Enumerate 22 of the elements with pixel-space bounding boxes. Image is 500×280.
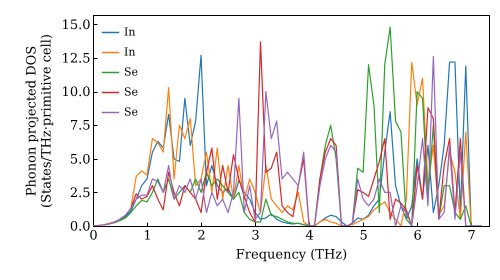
y-axis-title: Phonon projected DOS (States/THz·primitive cell) — [24, 34, 55, 208]
x-tick-label: 1 — [143, 228, 152, 244]
y-tick-label: 2.5 — [70, 186, 90, 201]
y-tick-label: 0.0 — [70, 220, 90, 234]
y-tick-label: 15.0 — [62, 18, 90, 33]
x-axis-title: Frequency (THz) — [236, 248, 348, 262]
legend-label: Se — [124, 106, 138, 118]
x-tick-label: 0 — [89, 228, 98, 244]
legend-label: Se — [124, 66, 138, 78]
x-tick-label: 4 — [305, 228, 314, 244]
y-tick-label: 10.0 — [62, 85, 90, 100]
y-tick-label: 12.5 — [62, 52, 90, 67]
x-tick-label: 7 — [468, 228, 476, 244]
legend-label: In — [124, 46, 136, 58]
x-tick-label: 3 — [251, 228, 260, 244]
y-tick-label: 7.5 — [70, 118, 90, 134]
y-tick-label: 5.0 — [70, 152, 90, 168]
x-tick-label: 6 — [414, 228, 422, 244]
legend-label: Se — [124, 86, 138, 98]
legend-label: In — [124, 26, 136, 38]
x-tick-label: 2 — [197, 228, 206, 244]
x-tick-label: 5 — [359, 228, 368, 244]
